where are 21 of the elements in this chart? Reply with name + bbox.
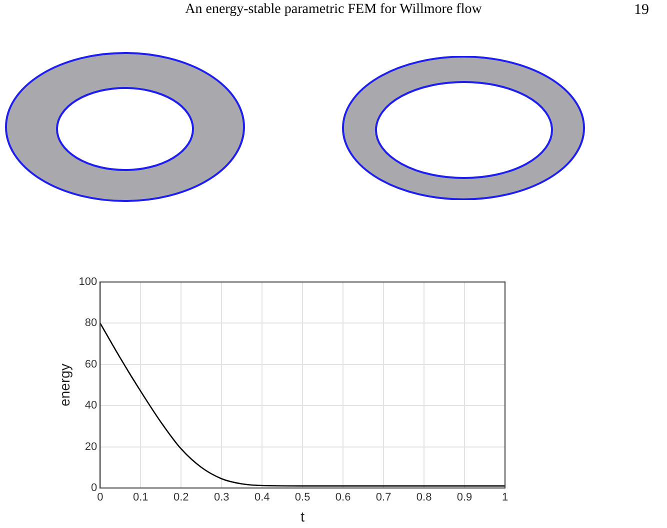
x-tick-label: 1	[502, 492, 508, 504]
text: 19	[634, 2, 649, 19]
y-tick-label: 20	[84, 440, 98, 453]
line-series	[100, 322, 505, 487]
chart-title: An energy-stable parametric FEM for Willmore flow	[185, 2, 482, 17]
y-tick-label: 100	[78, 276, 98, 288]
y-tick-label: 40	[84, 400, 98, 412]
x-tick-label: 0.5	[294, 492, 310, 504]
x-tick-label: 0.9	[456, 492, 472, 504]
y-tick-label: 60	[84, 358, 98, 370]
x-tick-label: 0.3	[214, 492, 230, 504]
x-tick-label: 0.6	[335, 492, 351, 504]
x-tick-label: 0.7	[376, 492, 392, 504]
x-axis-title: t	[300, 508, 305, 524]
y-tick-label: 80	[84, 317, 98, 330]
x-tick-label: 0.2	[173, 492, 189, 504]
x-tick-label: 0.4	[254, 492, 270, 504]
x-tick-label: 0.8	[416, 492, 432, 504]
y-tick-label: 0	[91, 482, 98, 494]
y-axis-title: energy	[56, 364, 72, 406]
x-tick-label: 0.1	[132, 492, 148, 504]
